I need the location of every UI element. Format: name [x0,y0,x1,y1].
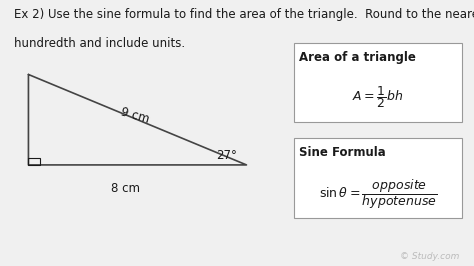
Bar [294,43,462,122]
Text: 9 cm: 9 cm [119,105,151,126]
Text: 27°: 27° [216,149,237,162]
Bar [28,158,40,165]
Text: $A = \dfrac{1}{2}bh$: $A = \dfrac{1}{2}bh$ [353,84,403,110]
Bar [294,138,462,218]
Text: $\sin\theta = \dfrac{opposite}{hypotenuse}$: $\sin\theta = \dfrac{opposite}{hypotenus… [319,177,437,211]
Text: hundredth and include units.: hundredth and include units. [14,37,185,50]
Text: Sine Formula: Sine Formula [299,146,385,159]
Text: © Study.com: © Study.com [401,252,460,261]
Text: 8 cm: 8 cm [111,182,140,195]
Text: Area of a triangle: Area of a triangle [299,51,416,64]
Text: Ex 2) Use the sine formula to find the area of the triangle.  Round to the neare: Ex 2) Use the sine formula to find the a… [14,8,474,21]
